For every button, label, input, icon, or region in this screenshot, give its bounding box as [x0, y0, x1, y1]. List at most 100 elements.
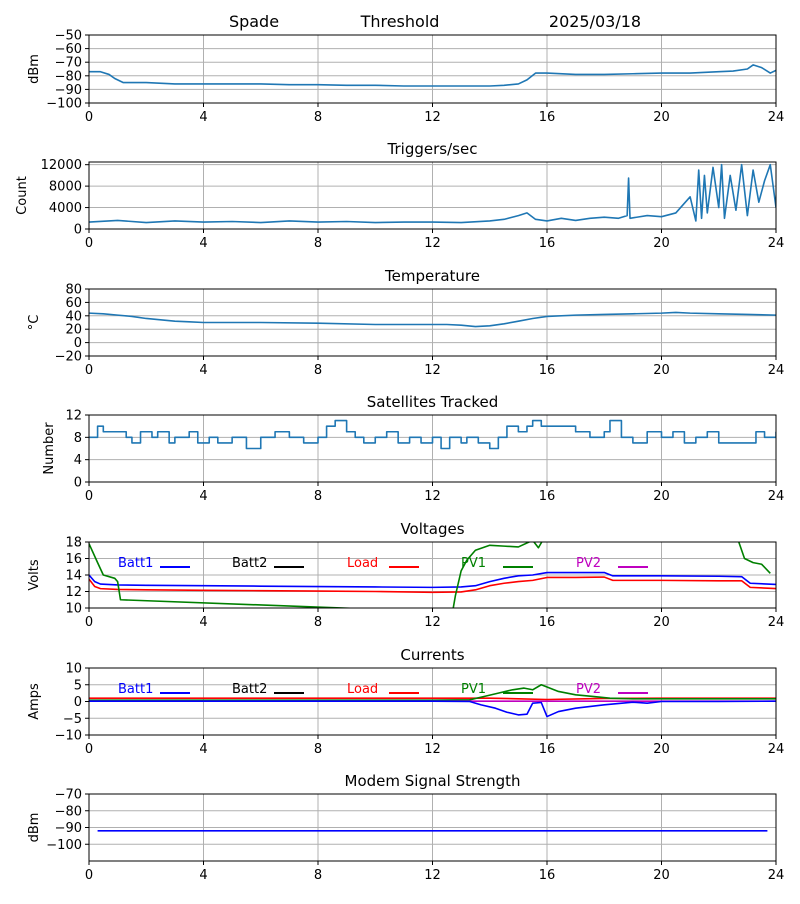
panel-title: Currents [400, 646, 464, 664]
x-tick-label: 8 [314, 868, 322, 883]
header-trigger-mode: Threshold [360, 12, 440, 31]
legend-label-pv1: PV1 [461, 682, 486, 697]
x-tick-label: 8 [314, 236, 322, 251]
y-tick-label: 40 [65, 309, 82, 324]
x-tick-label: 20 [653, 742, 670, 757]
x-tick-label: 16 [539, 363, 556, 378]
y-tick-label: 12000 [41, 158, 82, 173]
y-tick-label: −60 [55, 42, 82, 57]
legend-label-pv1: PV1 [461, 556, 486, 571]
y-tick-label: −70 [55, 788, 82, 803]
series-line-pv1 [89, 683, 776, 701]
y-tick-label: 4 [74, 453, 82, 468]
x-tick-label: 16 [539, 615, 556, 630]
x-tick-label: 0 [85, 615, 93, 630]
x-tick-label: 24 [768, 489, 785, 504]
legend-label-load: Load [347, 556, 378, 571]
y-tick-label: 12 [65, 585, 82, 600]
x-tick-label: 0 [85, 363, 93, 378]
y-axis-label: Number [42, 422, 57, 475]
y-tick-label: −80 [55, 69, 82, 84]
header-date: 2025/03/18 [549, 12, 641, 31]
y-axis-label: Volts [27, 559, 42, 591]
y-tick-label: −100 [46, 838, 82, 853]
x-tick-label: 12 [424, 236, 441, 251]
series-line [89, 163, 776, 224]
y-tick-label: 80 [65, 283, 82, 298]
y-axis-label: Amps [27, 683, 42, 720]
y-tick-label: 0 [74, 223, 82, 238]
y-axis-label: dBm [27, 54, 42, 84]
legend-label-batt1: Batt1 [118, 556, 153, 571]
y-tick-label: −10 [55, 729, 82, 744]
x-tick-label: 4 [199, 489, 207, 504]
x-tick-label: 8 [314, 615, 322, 630]
header-station: Spade [229, 12, 279, 31]
x-tick-label: 4 [199, 742, 207, 757]
legend-label-pv2: PV2 [576, 556, 601, 571]
x-tick-label: 8 [314, 489, 322, 504]
x-tick-label: 4 [199, 363, 207, 378]
panel-title: Satellites Tracked [367, 393, 498, 411]
panel-title: Temperature [384, 267, 480, 285]
x-tick-label: 16 [539, 489, 556, 504]
x-tick-label: 12 [424, 489, 441, 504]
x-tick-label: 16 [539, 236, 556, 251]
y-tick-label: −80 [55, 804, 82, 819]
x-tick-label: 0 [85, 868, 93, 883]
series-line-load [89, 576, 776, 594]
legend-label-batt1: Batt1 [118, 682, 153, 697]
x-tick-label: 24 [768, 110, 785, 125]
x-tick-label: 0 [85, 489, 93, 504]
y-tick-label: 20 [65, 323, 82, 338]
x-tick-label: 12 [424, 615, 441, 630]
series-line [89, 419, 776, 450]
x-tick-label: 4 [199, 236, 207, 251]
y-tick-label: 14 [65, 569, 82, 584]
x-tick-label: 0 [85, 236, 93, 251]
y-tick-label: 60 [65, 296, 82, 311]
y-tick-label: 0 [74, 695, 82, 710]
panel-title: Triggers/sec [387, 140, 478, 158]
x-tick-label: 16 [539, 742, 556, 757]
series-line [89, 311, 776, 328]
x-tick-label: 4 [199, 868, 207, 883]
x-tick-label: 20 [653, 236, 670, 251]
x-tick-label: 12 [424, 868, 441, 883]
y-tick-label: −70 [55, 56, 82, 71]
legend-label-load: Load [347, 682, 378, 697]
legend-label-batt2: Batt2 [232, 682, 267, 697]
y-tick-label: 8 [74, 431, 82, 446]
x-tick-label: 0 [85, 742, 93, 757]
x-tick-label: 24 [768, 363, 785, 378]
x-tick-label: 20 [653, 110, 670, 125]
x-tick-label: 20 [653, 868, 670, 883]
y-tick-label: 16 [65, 552, 82, 567]
x-tick-label: 12 [424, 110, 441, 125]
x-tick-label: 24 [768, 615, 785, 630]
x-tick-label: 8 [314, 742, 322, 757]
x-tick-label: 20 [653, 615, 670, 630]
y-axis-label: dBm [27, 813, 42, 843]
x-tick-label: 0 [85, 110, 93, 125]
x-tick-label: 4 [199, 110, 207, 125]
y-tick-label: −5 [63, 712, 82, 727]
series-line-batt1 [89, 571, 776, 589]
x-tick-label: 8 [314, 363, 322, 378]
y-tick-label: 10 [65, 602, 82, 617]
y-axis-label: °C [27, 315, 42, 331]
x-tick-label: 24 [768, 236, 785, 251]
series-line-batt1 [89, 700, 776, 718]
y-tick-label: 10 [65, 662, 82, 677]
legend-label-pv2: PV2 [576, 682, 601, 697]
x-tick-label: 16 [539, 868, 556, 883]
y-tick-label: 0 [74, 476, 82, 491]
y-tick-label: 5 [74, 678, 82, 693]
y-tick-label: −50 [55, 29, 82, 44]
x-tick-label: 24 [768, 742, 785, 757]
y-tick-label: 0 [74, 336, 82, 351]
x-tick-label: 20 [653, 489, 670, 504]
x-tick-label: 16 [539, 110, 556, 125]
